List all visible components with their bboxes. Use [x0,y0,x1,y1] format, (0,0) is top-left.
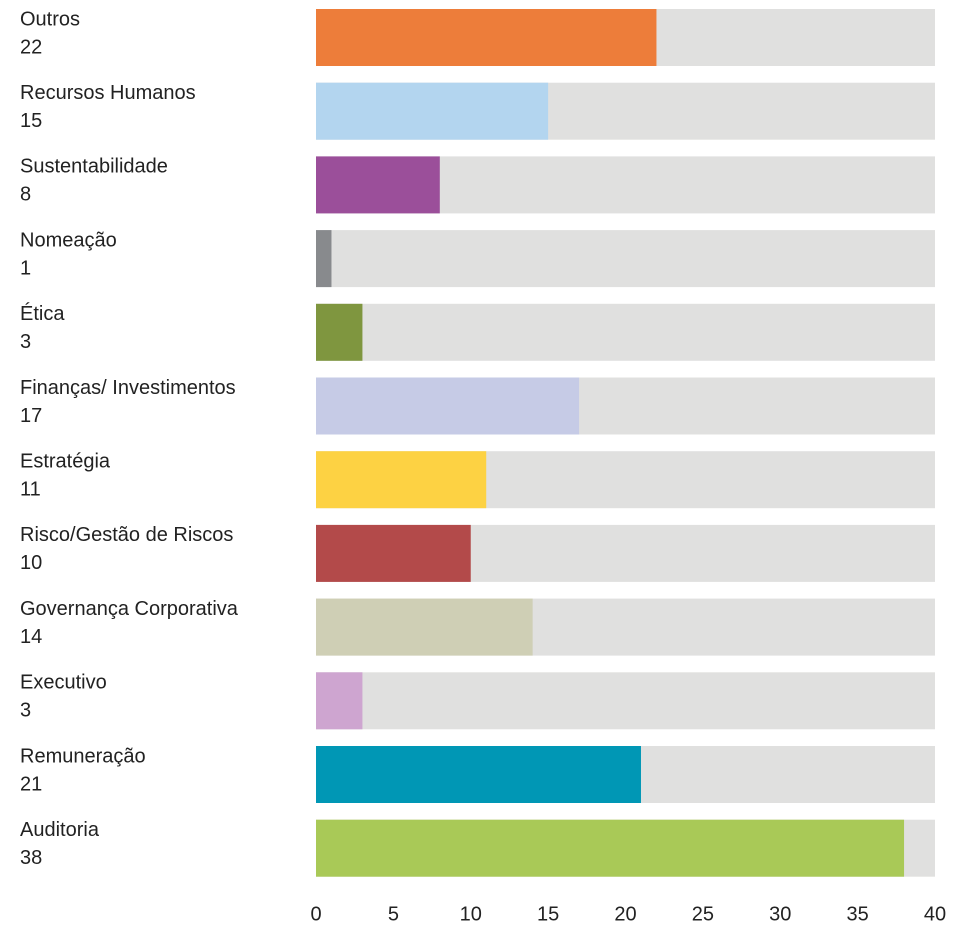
bar [316,9,657,66]
bar-track [316,672,935,730]
bar-track [316,303,935,361]
category-label: Nomeação [20,229,117,251]
x-tick-label: 30 [769,903,791,925]
category-label: Ética [20,302,65,325]
value-label: 22 [20,36,42,58]
x-tick-label: 35 [847,903,869,925]
value-label: 15 [20,110,42,132]
bar [316,746,641,803]
bar [316,451,487,509]
category-label: Outros [20,8,80,30]
bar [316,230,332,288]
category-label: Remuneração [20,745,146,767]
x-tick-label: 5 [388,903,399,925]
value-label: 3 [20,331,31,353]
bar [316,377,580,435]
x-tick-label: 10 [460,903,482,925]
category-label: Governança Corporativa [20,598,239,620]
x-tick-label: 25 [692,903,714,925]
bar [316,672,363,730]
category-label: Auditoria [20,819,100,841]
x-tick-label: 40 [924,903,946,925]
bar [316,303,363,361]
value-label: 11 [20,478,41,500]
value-label: 10 [20,552,42,574]
value-label: 8 [20,184,31,206]
bar [316,524,471,582]
bar [316,819,905,877]
x-tick-label: 0 [310,903,321,925]
category-label: Sustentabilidade [20,156,168,178]
value-label: 14 [20,626,42,648]
bar [316,156,440,214]
value-label: 17 [20,405,42,427]
category-label: Risco/Gestão de Riscos [20,524,233,546]
category-label: Estratégia [20,450,111,472]
bar-track [316,230,935,288]
category-label: Recursos Humanos [20,82,196,104]
value-label: 38 [20,847,42,869]
bar [316,82,549,140]
bar [316,598,533,656]
value-label: 3 [20,700,31,722]
x-tick-label: 15 [537,903,559,925]
x-tick-label: 20 [614,903,636,925]
category-label: Executivo [20,672,107,694]
category-label: Finanças/ Investimentos [20,377,236,399]
value-label: 21 [20,773,42,795]
value-label: 1 [20,257,31,279]
